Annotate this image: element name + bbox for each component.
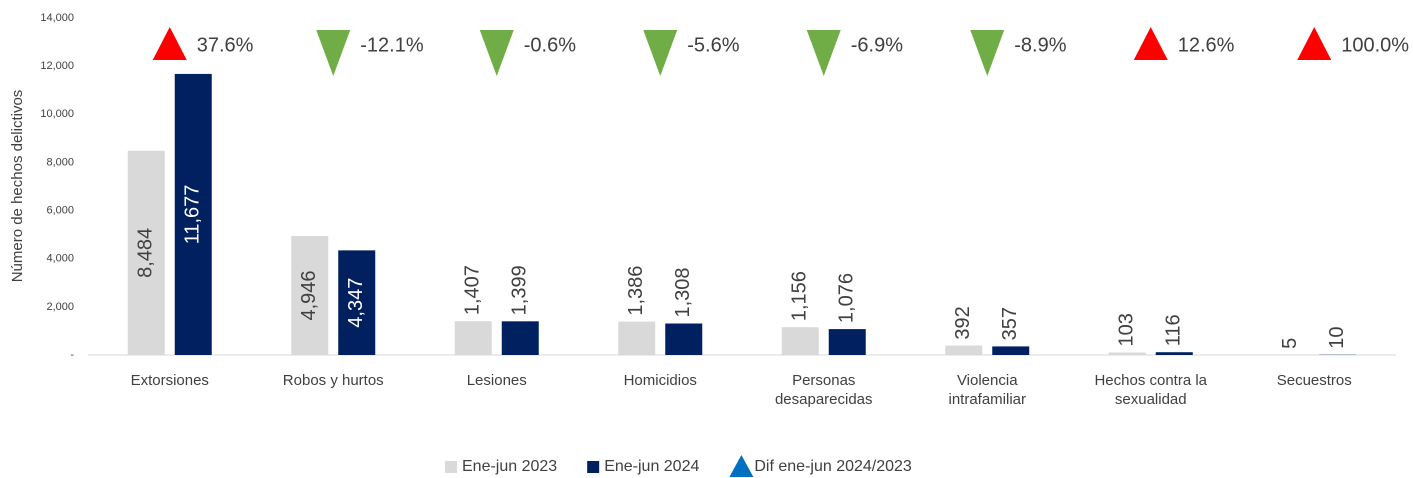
legend-swatch	[729, 455, 754, 477]
change-marker	[1133, 27, 1168, 60]
data-label: 103	[1116, 313, 1138, 346]
data-label: 11,677	[182, 185, 204, 245]
data-label: 5	[1279, 338, 1301, 349]
y-tick-label: 4,000	[46, 253, 74, 265]
change-marker	[316, 30, 351, 76]
change-marker	[806, 30, 841, 76]
bar	[338, 250, 376, 355]
y-tick-label: 8,000	[46, 156, 74, 168]
x-tick-label: Robos y hurtos	[282, 372, 384, 389]
data-label: 357	[999, 307, 1021, 340]
change-marker	[152, 27, 187, 60]
x-tick-label: Lesiones	[466, 372, 527, 389]
x-tick-label: Extorsiones	[130, 372, 209, 389]
legend-swatch	[587, 461, 600, 473]
data-label: 392	[952, 306, 974, 339]
bar	[291, 235, 329, 355]
data-label: 10	[1326, 327, 1348, 349]
legend-label: Dif ene-jun 2024/2023	[754, 458, 912, 475]
data-label: 4,347	[345, 278, 367, 328]
data-label: 1,308	[672, 267, 694, 317]
y-tick-label: 14,000	[40, 12, 74, 24]
x-tick-label: Violencia intrafamiliar	[948, 372, 1027, 408]
y-tick-label: 10,000	[40, 108, 74, 120]
bar	[828, 329, 866, 355]
change-label: -5.6%	[687, 34, 739, 56]
bar	[127, 150, 165, 355]
data-label: 8,484	[135, 228, 157, 278]
change-marker	[970, 30, 1005, 76]
data-label: 1,386	[625, 266, 647, 316]
change-label: -8.9%	[1014, 34, 1066, 56]
change-marker	[1297, 27, 1332, 60]
bar	[1155, 352, 1193, 355]
bar	[454, 321, 492, 355]
legend-label: Ene-jun 2024	[604, 458, 699, 475]
x-tick-label: Personas desaparecidas	[774, 372, 873, 408]
bar	[945, 345, 983, 355]
data-label: 116	[1163, 314, 1185, 346]
change-marker	[479, 30, 514, 76]
change-label: -0.6%	[524, 34, 576, 56]
data-label: 1,076	[836, 273, 858, 323]
data-label: 1,399	[509, 265, 531, 315]
y-tick-label: -	[70, 349, 74, 361]
bar	[781, 327, 819, 355]
y-tick-label: 6,000	[46, 204, 74, 216]
legend-label: Ene-jun 2023	[462, 458, 557, 475]
data-label: 1,156	[789, 271, 811, 321]
y-tick-label: 12,000	[40, 60, 74, 72]
change-label: -6.9%	[851, 34, 903, 56]
legend-swatch	[445, 461, 457, 473]
data-label: 4,946	[298, 270, 320, 320]
y-tick-label: 2,000	[46, 301, 74, 313]
bar	[1108, 352, 1146, 355]
x-tick-label: Homicidios	[623, 372, 697, 389]
change-label: 37.6%	[197, 34, 254, 56]
bar	[618, 321, 656, 355]
change-marker	[643, 30, 678, 76]
change-label: 100.0%	[1341, 34, 1409, 56]
bar	[174, 73, 212, 355]
change-label: 12.6%	[1178, 34, 1235, 56]
data-label: 1,407	[462, 265, 484, 315]
x-tick-label: Hechos contra la sexualidad	[1094, 372, 1208, 408]
x-tick-label: Secuestros	[1276, 372, 1352, 389]
bar	[501, 321, 539, 355]
bar	[665, 323, 703, 355]
change-label: -12.1%	[360, 34, 424, 56]
y-axis-label: Número de hechos delictivos	[9, 90, 26, 283]
bar	[992, 346, 1030, 355]
